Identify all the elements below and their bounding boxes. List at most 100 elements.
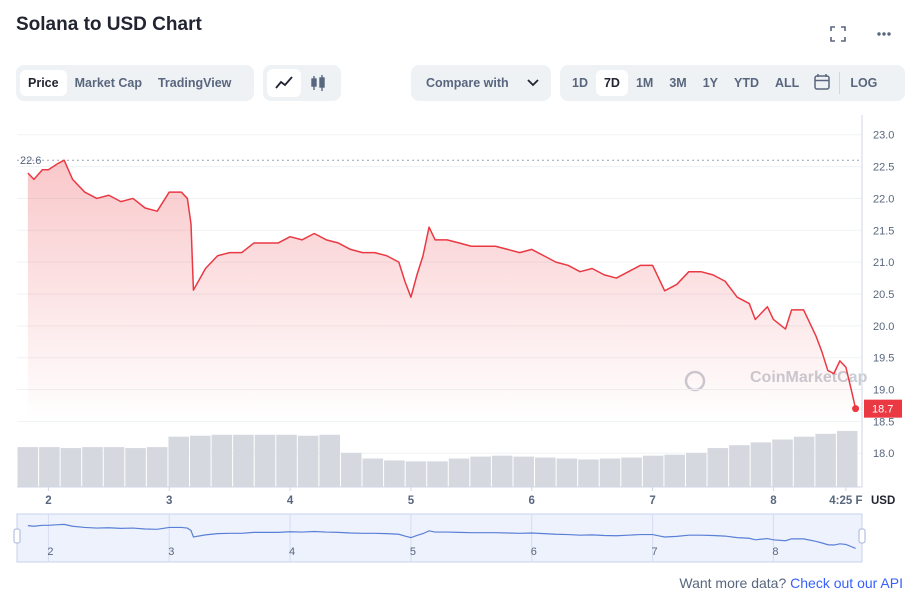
- y-tick-label: 19.5: [873, 353, 894, 365]
- y-tick-label: 19.0: [873, 385, 894, 397]
- navigator-handle: [858, 528, 866, 544]
- navigator-line: [27, 523, 856, 549]
- x-tick-label: 8: [770, 495, 777, 507]
- volume-bar: [82, 447, 103, 487]
- chart-title: Solana to USD Chart: [16, 14, 202, 35]
- x-tick-label: 4: [287, 495, 294, 507]
- volume-bar: [448, 458, 470, 487]
- high-label: 22.6: [20, 155, 41, 167]
- volume-bar: [513, 456, 535, 487]
- fullscreen-icon[interactable]: [830, 26, 846, 42]
- volume-bar: [254, 434, 276, 487]
- view-tabs: Price Market Cap TradingView: [16, 65, 254, 101]
- nav-tick-label: 5: [410, 546, 416, 558]
- top-icons: [830, 26, 891, 42]
- volume-bar: [39, 447, 60, 487]
- volume-bar: [772, 439, 793, 487]
- volume-bar: [793, 436, 815, 487]
- y-axis-label: USD: [871, 495, 895, 507]
- candle-style-button[interactable]: [301, 69, 335, 97]
- nav-tick-label: 3: [168, 546, 174, 558]
- nav-tick-label: 4: [289, 546, 295, 558]
- compare-label: Compare with: [426, 76, 509, 90]
- y-tick-label: 21.0: [873, 257, 894, 269]
- x-tick-label: 7: [649, 495, 655, 507]
- volume-bar: [470, 456, 491, 487]
- y-tick-label: 22.5: [873, 162, 894, 174]
- y-tick-label: 18.0: [873, 448, 894, 460]
- range-tabs: 1D 7D 1M 3M 1Y YTD ALL LOG: [560, 65, 905, 101]
- volume-bar: [815, 433, 836, 487]
- line-style-button[interactable]: [267, 69, 301, 97]
- y-tick-label: 22.0: [873, 193, 894, 205]
- volume-bar: [125, 448, 146, 487]
- nav-tick-label: 6: [531, 546, 537, 558]
- x-tick-label: 4:25 F: [829, 495, 862, 507]
- chevron: [527, 79, 539, 87]
- volume-bar: [836, 430, 858, 487]
- volume-bar: [427, 461, 448, 487]
- range[interactable]: YTD: [734, 76, 760, 90]
- y-tick-label: 18.5: [873, 416, 894, 428]
- range[interactable]: 3M: [669, 76, 687, 90]
- more-icon[interactable]: [877, 32, 891, 36]
- x-tick-label: 5: [408, 495, 415, 507]
- price-area: [27, 160, 856, 422]
- navigator-handle: [13, 528, 21, 544]
- footer-text: Want more data?: [679, 575, 787, 591]
- tab[interactable]: Price: [20, 70, 67, 96]
- range[interactable]: ALL: [775, 76, 800, 90]
- range[interactable]: 1M: [635, 76, 654, 90]
- nav-tick-label: 8: [772, 546, 778, 558]
- volume-bar: [319, 434, 340, 487]
- volume-bar: [17, 447, 39, 487]
- y-tick-label: 23.0: [873, 130, 894, 142]
- volume-bar: [556, 458, 578, 487]
- volume-bar: [750, 442, 772, 487]
- last-price-label: 18.7: [872, 404, 893, 416]
- x-tick-label: 3: [166, 495, 172, 507]
- price-line: [27, 159, 857, 409]
- volume-bar: [599, 458, 621, 487]
- x-tick-label: 6: [529, 495, 535, 507]
- volume-bar: [190, 435, 211, 487]
- volume-bar: [362, 458, 384, 487]
- volume-bar: [621, 457, 642, 487]
- last-point: [852, 405, 860, 413]
- volume-bar: [707, 448, 729, 487]
- range[interactable]: 7D: [595, 70, 628, 96]
- volume-bar: [491, 455, 513, 487]
- tab[interactable]: Market Cap: [74, 76, 142, 90]
- navigator[interactable]: [16, 513, 863, 563]
- volume-bar: [405, 461, 427, 487]
- nav-tick-label: 7: [652, 546, 658, 558]
- tab[interactable]: TradingView: [157, 76, 232, 90]
- volume-bar: [60, 448, 82, 487]
- divider: [839, 72, 841, 94]
- volume-bar: [384, 460, 405, 487]
- volume-bar: [535, 457, 556, 487]
- volume-bar: [211, 434, 233, 487]
- range[interactable]: 1Y: [702, 76, 719, 90]
- volume-bar: [664, 454, 685, 487]
- compare-select[interactable]: Compare with: [411, 65, 551, 101]
- y-tick-label: 21.5: [873, 225, 894, 237]
- volume-bar: [146, 447, 168, 487]
- api-link[interactable]: Check out our API: [790, 575, 903, 591]
- footer: Want more data? Check out our API: [679, 575, 903, 591]
- volume-bar: [168, 436, 190, 487]
- y-tick-label: 20.5: [873, 289, 894, 301]
- calendar-button[interactable]: [807, 73, 837, 93]
- volume-bar: [233, 434, 254, 487]
- volume-bar: [103, 447, 125, 487]
- log-button[interactable]: LOG: [850, 76, 878, 90]
- x-tick-label: 2: [45, 495, 51, 507]
- volume-bar: [729, 445, 750, 487]
- range[interactable]: 1D: [572, 76, 588, 90]
- volume-bar: [276, 434, 297, 487]
- y-tick-label: 20.0: [873, 321, 894, 333]
- chart-style: [263, 65, 341, 101]
- nav-tick-label: 2: [47, 546, 53, 558]
- volume-bar: [340, 452, 362, 487]
